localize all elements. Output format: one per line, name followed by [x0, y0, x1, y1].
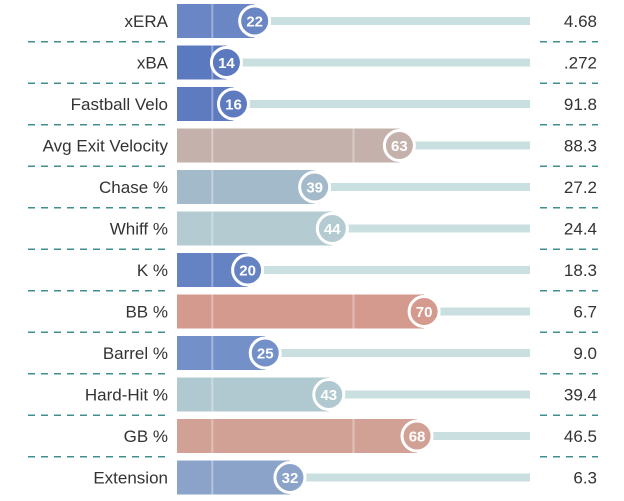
- metric-label: GB %: [124, 427, 168, 446]
- stat-value: 6.7: [573, 303, 597, 322]
- stat-value: 24.4: [564, 220, 597, 239]
- percentile-circle: [400, 419, 434, 453]
- percentile-circle: [273, 461, 307, 494]
- percentile-circle: [382, 129, 416, 162]
- metric-row: GB % 68 46.5: [28, 419, 598, 458]
- metric-label: xERA: [125, 12, 169, 31]
- stat-value: 39.4: [564, 386, 597, 405]
- metric-row: Whiff % 44 24.4: [28, 211, 598, 251]
- percentile-track: [332, 224, 530, 233]
- percentile-bar: [177, 460, 290, 495]
- stat-value: 18.3: [564, 261, 597, 280]
- stat-value: 6.3: [573, 469, 597, 488]
- metric-label: xBA: [137, 54, 169, 73]
- percentile-circle: [407, 295, 441, 328]
- percentile-bar: [177, 128, 400, 163]
- percentile-label: 68: [409, 429, 426, 446]
- percentile-circle: [216, 87, 250, 121]
- metric-label: Hard-Hit %: [85, 386, 168, 405]
- metric-row: Barrel % 25 9.0: [28, 336, 598, 375]
- percentile-label: 43: [320, 387, 337, 404]
- percentile-label: 25: [257, 346, 274, 363]
- percentile-bar: [177, 419, 418, 453]
- percentile-track: [314, 183, 530, 191]
- percentile-circle: [298, 170, 332, 204]
- metric-label: Avg Exit Velocity: [43, 137, 169, 156]
- percentile-track: [399, 141, 530, 150]
- percentile-circle: [312, 378, 346, 411]
- metric-row: xBA 14 .272: [28, 45, 598, 85]
- metric-label: Fastball Velo: [71, 95, 168, 114]
- percentile-track: [254, 17, 530, 25]
- percentile-track: [247, 266, 530, 274]
- metric-label: Extension: [93, 469, 168, 488]
- percentile-label: 63: [391, 138, 408, 155]
- percentile-bar: [177, 211, 333, 246]
- percentile-track: [233, 100, 531, 108]
- percentile-bar: [177, 377, 329, 412]
- percentile-track: [417, 432, 530, 440]
- metric-row: Chase % 39 27.2: [28, 170, 598, 209]
- metric-label: Chase %: [99, 178, 168, 197]
- percentile-track: [289, 473, 530, 482]
- percentile-label: 44: [324, 221, 341, 238]
- metric-row: BB % 70 6.7: [28, 294, 598, 334]
- percentile-label: 20: [239, 263, 256, 280]
- percentile-track: [328, 390, 530, 399]
- metric-label: Barrel %: [103, 344, 168, 363]
- percentile-label: 70: [416, 304, 433, 321]
- stat-value: .272: [564, 54, 597, 73]
- metric-row: K % 20 18.3: [28, 253, 598, 292]
- percentile-label: 22: [246, 14, 263, 31]
- percentile-track: [424, 307, 530, 316]
- percentile-label: 32: [282, 470, 299, 487]
- metric-row: Hard-Hit % 43 39.4: [28, 377, 598, 417]
- percentile-circle: [248, 336, 282, 370]
- percentile-label: 16: [225, 97, 242, 114]
- metric-row: Fastball Velo 16 91.8: [28, 87, 598, 126]
- stat-value: 9.0: [573, 344, 597, 363]
- percentile-circle: [238, 4, 272, 38]
- percentile-circle: [209, 46, 243, 79]
- stat-value: 91.8: [564, 95, 597, 114]
- stat-value: 27.2: [564, 178, 597, 197]
- metric-row: Extension 32 6.3: [93, 460, 597, 495]
- percentile-label: 14: [218, 55, 235, 72]
- percentile-track: [265, 349, 530, 357]
- metric-row: xERA 22 4.68: [28, 4, 598, 43]
- stat-value: 88.3: [564, 137, 597, 156]
- metric-label: BB %: [125, 303, 168, 322]
- stat-value: 4.68: [564, 12, 597, 31]
- metric-label: Whiff %: [110, 220, 168, 239]
- percentile-bar: [177, 170, 315, 204]
- stat-value: 46.5: [564, 427, 597, 446]
- percentile-circle: [315, 212, 349, 245]
- percentile-bar: [177, 294, 425, 329]
- metric-row: Avg Exit Velocity 63 88.3: [28, 128, 598, 168]
- percentile-label: 39: [306, 180, 323, 197]
- metric-label: K %: [137, 261, 168, 280]
- percentile-track: [226, 58, 531, 67]
- percentile-circle: [231, 253, 265, 287]
